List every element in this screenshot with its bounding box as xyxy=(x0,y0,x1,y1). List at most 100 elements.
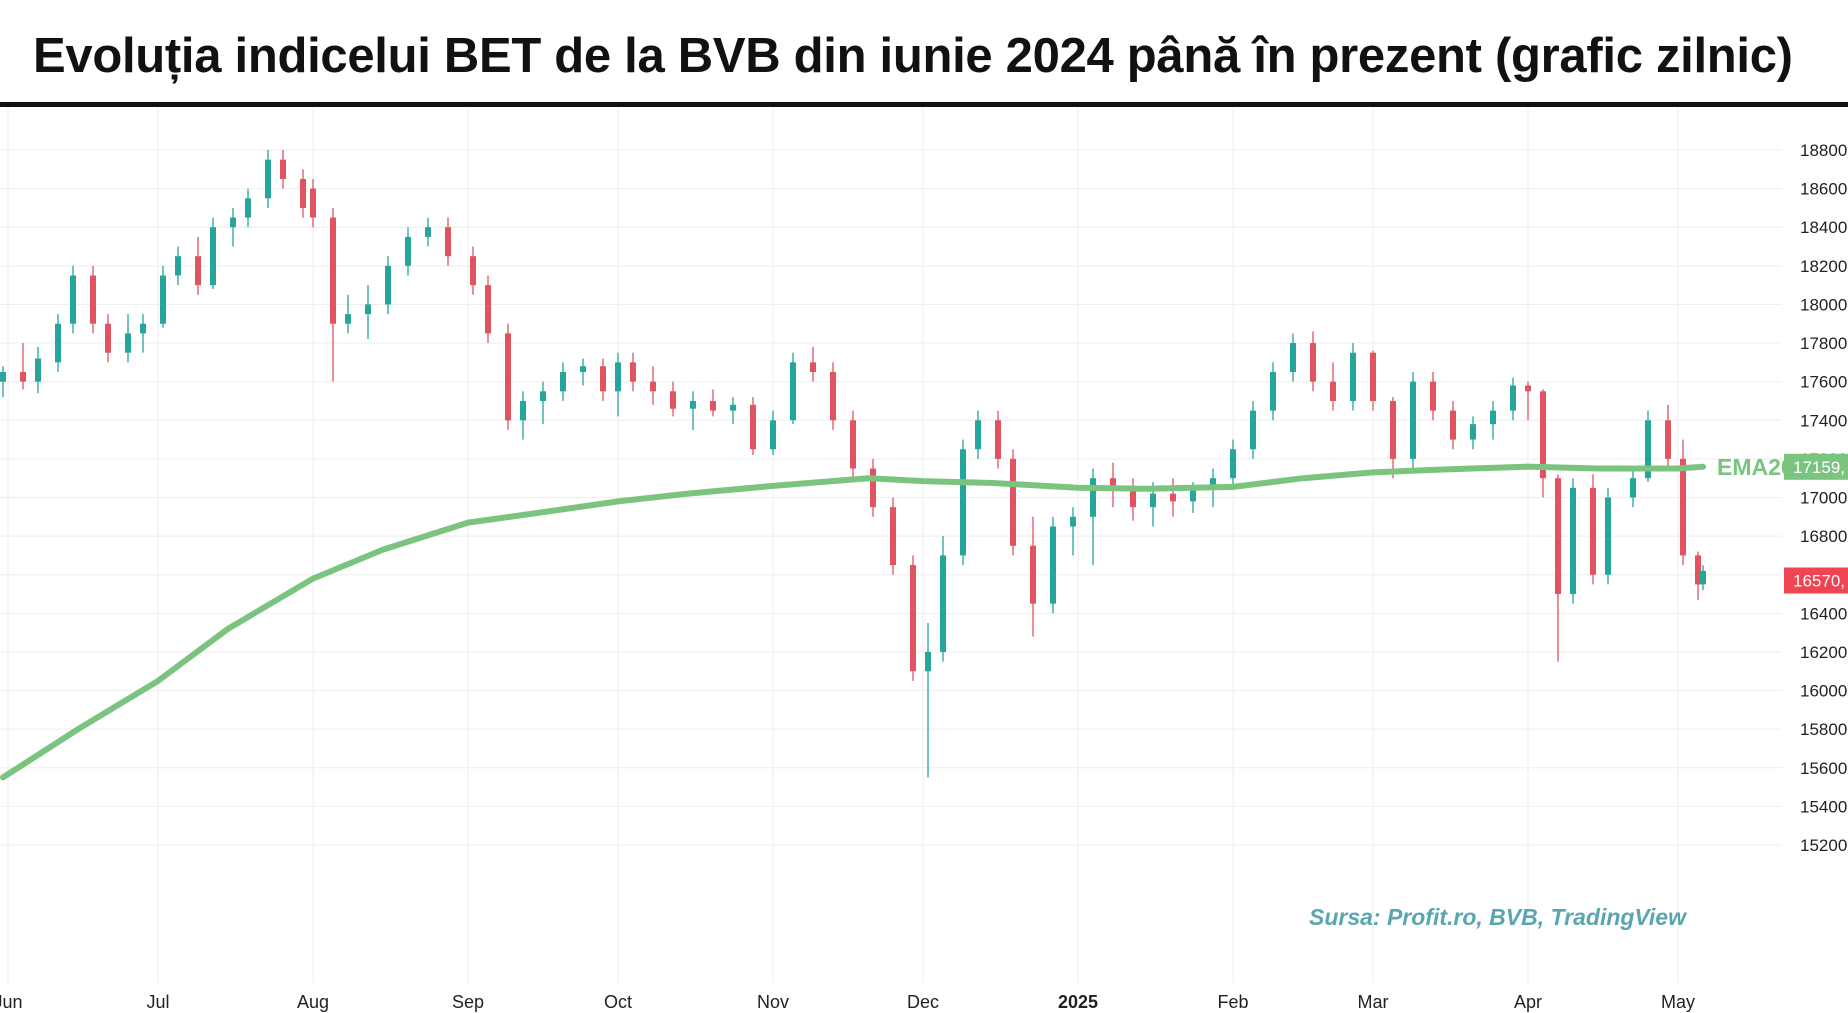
candle-up xyxy=(385,256,391,315)
candle-down xyxy=(20,343,26,390)
candle-up xyxy=(960,439,966,566)
candle-up xyxy=(1270,362,1276,421)
y-tick-label: 15800, xyxy=(1800,720,1848,739)
candle-up xyxy=(55,314,61,373)
candle-up xyxy=(615,352,621,417)
candle-down xyxy=(1030,516,1036,637)
candle-down xyxy=(1665,404,1671,469)
candle-down xyxy=(710,389,716,417)
candle-body xyxy=(1605,497,1611,575)
candle-body xyxy=(230,217,236,228)
time-axis[interactable]: Jun Jul Aug Sep Oct Nov Dec 2025 Feb Mar Apr May xyxy=(0,992,1695,1012)
candle-up xyxy=(790,352,796,425)
candle-body xyxy=(940,555,946,652)
candle-up xyxy=(580,358,586,386)
candle-body xyxy=(1050,526,1056,604)
candle-body xyxy=(385,265,391,305)
candle-body xyxy=(425,227,431,237)
candle-up xyxy=(365,285,371,340)
y-tick-label: 16400, xyxy=(1800,604,1848,623)
candle-up xyxy=(175,246,181,286)
candle-body xyxy=(615,362,621,392)
candle-body xyxy=(1030,545,1036,604)
candle-down xyxy=(90,265,96,334)
candle-down xyxy=(485,275,491,344)
candle-down xyxy=(1330,362,1336,411)
candle-body xyxy=(90,275,96,324)
candle-body xyxy=(1330,381,1336,401)
candle-up xyxy=(345,294,351,334)
candle-up xyxy=(1490,400,1496,440)
candle-down xyxy=(1390,397,1396,479)
candle-up xyxy=(0,366,6,398)
candle-up xyxy=(125,314,131,363)
candle-body xyxy=(1210,478,1216,488)
candle-body xyxy=(20,372,26,382)
candle-down xyxy=(1130,478,1136,521)
candle-body xyxy=(1230,449,1236,479)
candle-body xyxy=(925,651,931,672)
candle-body xyxy=(960,449,966,556)
x-tick-label: Dec xyxy=(907,992,939,1012)
candle-body xyxy=(265,159,271,199)
candle-body xyxy=(630,362,636,382)
y-tick-label: 18200, xyxy=(1800,257,1848,276)
candle-down xyxy=(810,346,816,382)
candle-down xyxy=(1695,551,1701,600)
candle-body xyxy=(810,362,816,373)
x-tick-label: Jul xyxy=(146,992,169,1012)
candle-up xyxy=(1630,468,1636,508)
y-tick-label: 17800, xyxy=(1800,334,1848,353)
candle-body xyxy=(690,400,696,409)
candle-up xyxy=(730,397,736,425)
candle-down xyxy=(1370,350,1376,411)
candle-down xyxy=(600,358,606,401)
candle-body xyxy=(505,333,511,421)
x-tick-label: Feb xyxy=(1217,992,1248,1012)
candle-up xyxy=(425,217,431,247)
candle-body xyxy=(1555,478,1561,595)
candle-down xyxy=(1010,449,1016,556)
candle-body xyxy=(975,420,981,450)
y-tick-label: 18000, xyxy=(1800,295,1848,314)
candle-up xyxy=(160,265,166,328)
candle-body xyxy=(890,507,896,566)
candle-body xyxy=(485,285,491,334)
candle-up xyxy=(245,188,251,228)
candle-body xyxy=(540,391,546,401)
candle-up xyxy=(405,227,411,276)
candle-up xyxy=(1700,565,1706,591)
candle-down xyxy=(850,410,856,479)
candle-down xyxy=(1430,372,1436,421)
candle-body xyxy=(520,400,526,421)
bet-candlestick-chart[interactable]: EMA200 18800,18600,18400,18200,18000,178… xyxy=(0,107,1848,1013)
candle-up xyxy=(1290,333,1296,382)
price-tags: 17159, 16570, xyxy=(1784,453,1848,594)
y-tick-label: 16000, xyxy=(1800,682,1848,701)
candle-body xyxy=(1680,458,1686,556)
y-tick-label: 18400, xyxy=(1800,218,1848,237)
candle-series xyxy=(0,150,1706,778)
candle-body xyxy=(35,358,41,382)
candle-body xyxy=(560,372,566,392)
candle-down xyxy=(280,150,286,189)
candle-body xyxy=(310,188,316,218)
candle-body xyxy=(245,198,251,218)
candle-down xyxy=(870,458,876,517)
candle-down xyxy=(310,178,316,228)
candle-body xyxy=(750,404,756,450)
y-tick-label: 15600, xyxy=(1800,759,1848,778)
candle-body xyxy=(1270,372,1276,411)
candle-down xyxy=(1525,381,1531,421)
price-axis[interactable]: 18800, 18600, 18400, 18200, 18000, 17800, 1760… xyxy=(1800,141,1848,855)
candle-body xyxy=(1695,555,1701,585)
candle-body xyxy=(210,227,216,286)
candle-body xyxy=(730,404,736,411)
x-tick-label: May xyxy=(1661,992,1695,1012)
candle-body xyxy=(1090,478,1096,517)
candle-up xyxy=(925,622,931,778)
candle-up xyxy=(140,314,146,353)
last-price-tag-text: 16570, xyxy=(1793,572,1845,591)
candle-body xyxy=(1170,493,1176,502)
candle-down xyxy=(750,397,756,456)
